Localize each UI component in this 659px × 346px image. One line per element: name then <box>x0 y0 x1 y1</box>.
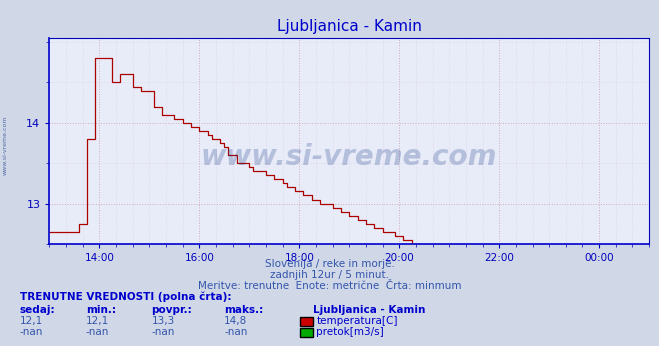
Text: Slovenija / reke in morje.: Slovenija / reke in morje. <box>264 259 395 269</box>
Text: 12,1: 12,1 <box>86 316 109 326</box>
Text: www.si-vreme.com: www.si-vreme.com <box>3 116 8 175</box>
Text: -nan: -nan <box>152 327 175 337</box>
Text: www.si-vreme.com: www.si-vreme.com <box>201 144 498 172</box>
Text: TRENUTNE VREDNOSTI (polna črta):: TRENUTNE VREDNOSTI (polna črta): <box>20 292 231 302</box>
Text: min.:: min.: <box>86 305 116 315</box>
Text: 12,1: 12,1 <box>20 316 43 326</box>
Text: -nan: -nan <box>224 327 247 337</box>
Text: maks.:: maks.: <box>224 305 264 315</box>
Text: pretok[m3/s]: pretok[m3/s] <box>316 327 384 337</box>
Text: Meritve: trenutne  Enote: metrične  Črta: minmum: Meritve: trenutne Enote: metrične Črta: … <box>198 281 461 291</box>
Text: 13,3: 13,3 <box>152 316 175 326</box>
Text: zadnjih 12ur / 5 minut.: zadnjih 12ur / 5 minut. <box>270 270 389 280</box>
Text: sedaj:: sedaj: <box>20 305 55 315</box>
Text: povpr.:: povpr.: <box>152 305 192 315</box>
Text: -nan: -nan <box>20 327 43 337</box>
Text: -nan: -nan <box>86 327 109 337</box>
Title: Ljubljanica - Kamin: Ljubljanica - Kamin <box>277 19 422 34</box>
Text: 14,8: 14,8 <box>224 316 247 326</box>
Text: Ljubljanica - Kamin: Ljubljanica - Kamin <box>313 305 426 315</box>
Text: temperatura[C]: temperatura[C] <box>316 316 398 326</box>
